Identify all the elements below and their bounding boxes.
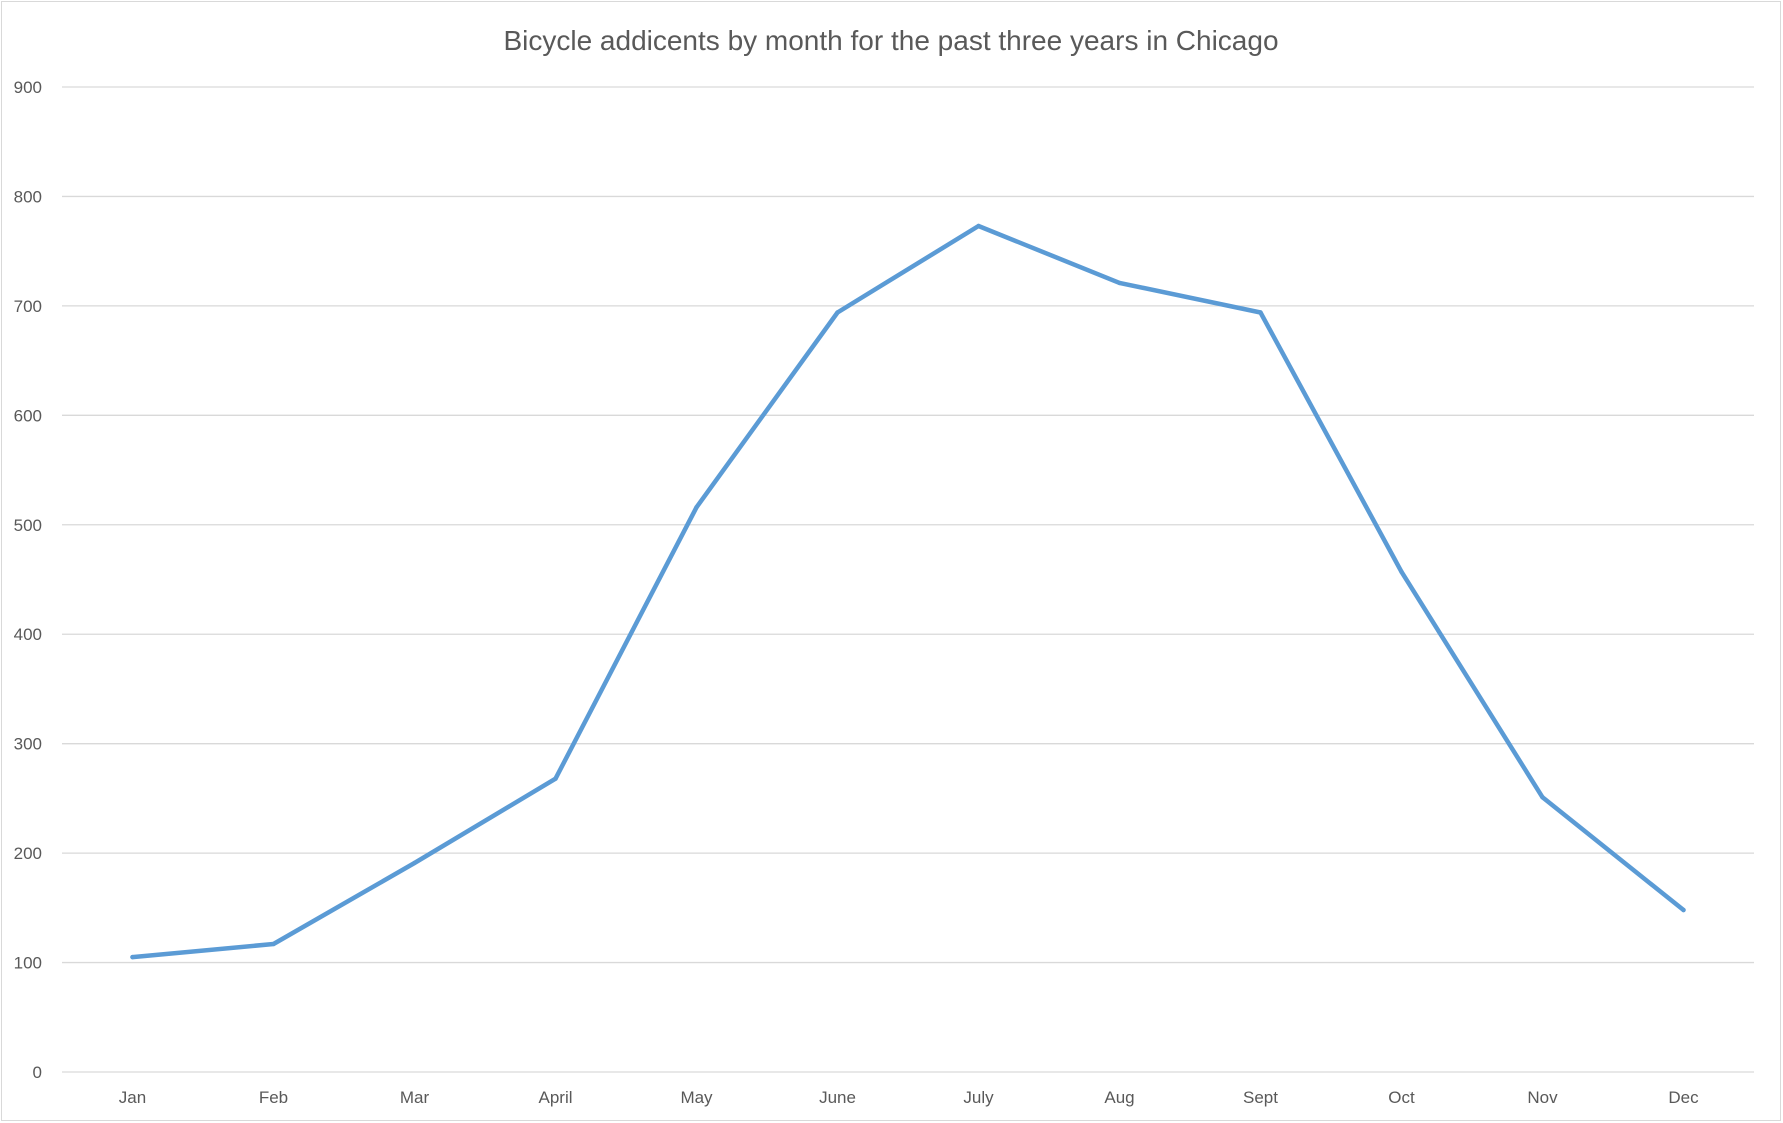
- x-tick-label: June: [819, 1088, 856, 1107]
- y-tick-label: 0: [33, 1063, 42, 1082]
- y-tick-label: 900: [14, 78, 42, 97]
- y-tick-label: 400: [14, 625, 42, 644]
- x-tick-label: Aug: [1104, 1088, 1134, 1107]
- x-tick-label: Mar: [400, 1088, 430, 1107]
- x-tick-label: Sept: [1243, 1088, 1278, 1107]
- data-point-feb: [271, 941, 276, 947]
- data-point-jan: [130, 954, 135, 960]
- x-tick-label: July: [963, 1088, 994, 1107]
- data-point-oct: [1399, 569, 1404, 575]
- y-tick-label: 600: [14, 406, 42, 425]
- data-point-july: [976, 223, 981, 229]
- x-tick-label: Jan: [119, 1088, 146, 1107]
- data-point-june: [835, 310, 840, 315]
- y-tick-label: 700: [14, 297, 42, 316]
- data-point-sept: [1258, 310, 1263, 315]
- data-point-aug: [1117, 280, 1122, 286]
- x-tick-label: May: [680, 1088, 713, 1107]
- y-tick-label: 500: [14, 516, 42, 535]
- x-tick-label: Nov: [1527, 1088, 1558, 1107]
- data-point-nov: [1540, 795, 1545, 800]
- data-point-april: [553, 776, 558, 781]
- x-axis-ticks: Jan Feb Mar April May June July Aug Sept Oct Nov De…: [119, 1088, 1699, 1107]
- x-tick-label: Dec: [1668, 1088, 1699, 1107]
- y-tick-label: 200: [14, 844, 42, 863]
- y-tick-label: 300: [14, 735, 42, 754]
- y-tick-label: 100: [14, 954, 42, 973]
- grid-lines: [62, 86, 1754, 1073]
- chart-title: Bicycle addicents by month for the past …: [503, 25, 1278, 56]
- x-tick-label: April: [538, 1088, 572, 1107]
- y-tick-label: 800: [14, 187, 42, 206]
- y-axis-ticks: 0 100 200 300 400 500 600 700 800 900: [14, 78, 42, 1082]
- x-tick-label: Feb: [259, 1088, 288, 1107]
- data-point-mar: [412, 860, 417, 866]
- data-point-dec: [1681, 907, 1686, 913]
- x-tick-label: Oct: [1388, 1088, 1415, 1107]
- series-line-0: [130, 223, 1686, 960]
- data-point-may: [694, 505, 699, 510]
- series-layer: [130, 223, 1686, 960]
